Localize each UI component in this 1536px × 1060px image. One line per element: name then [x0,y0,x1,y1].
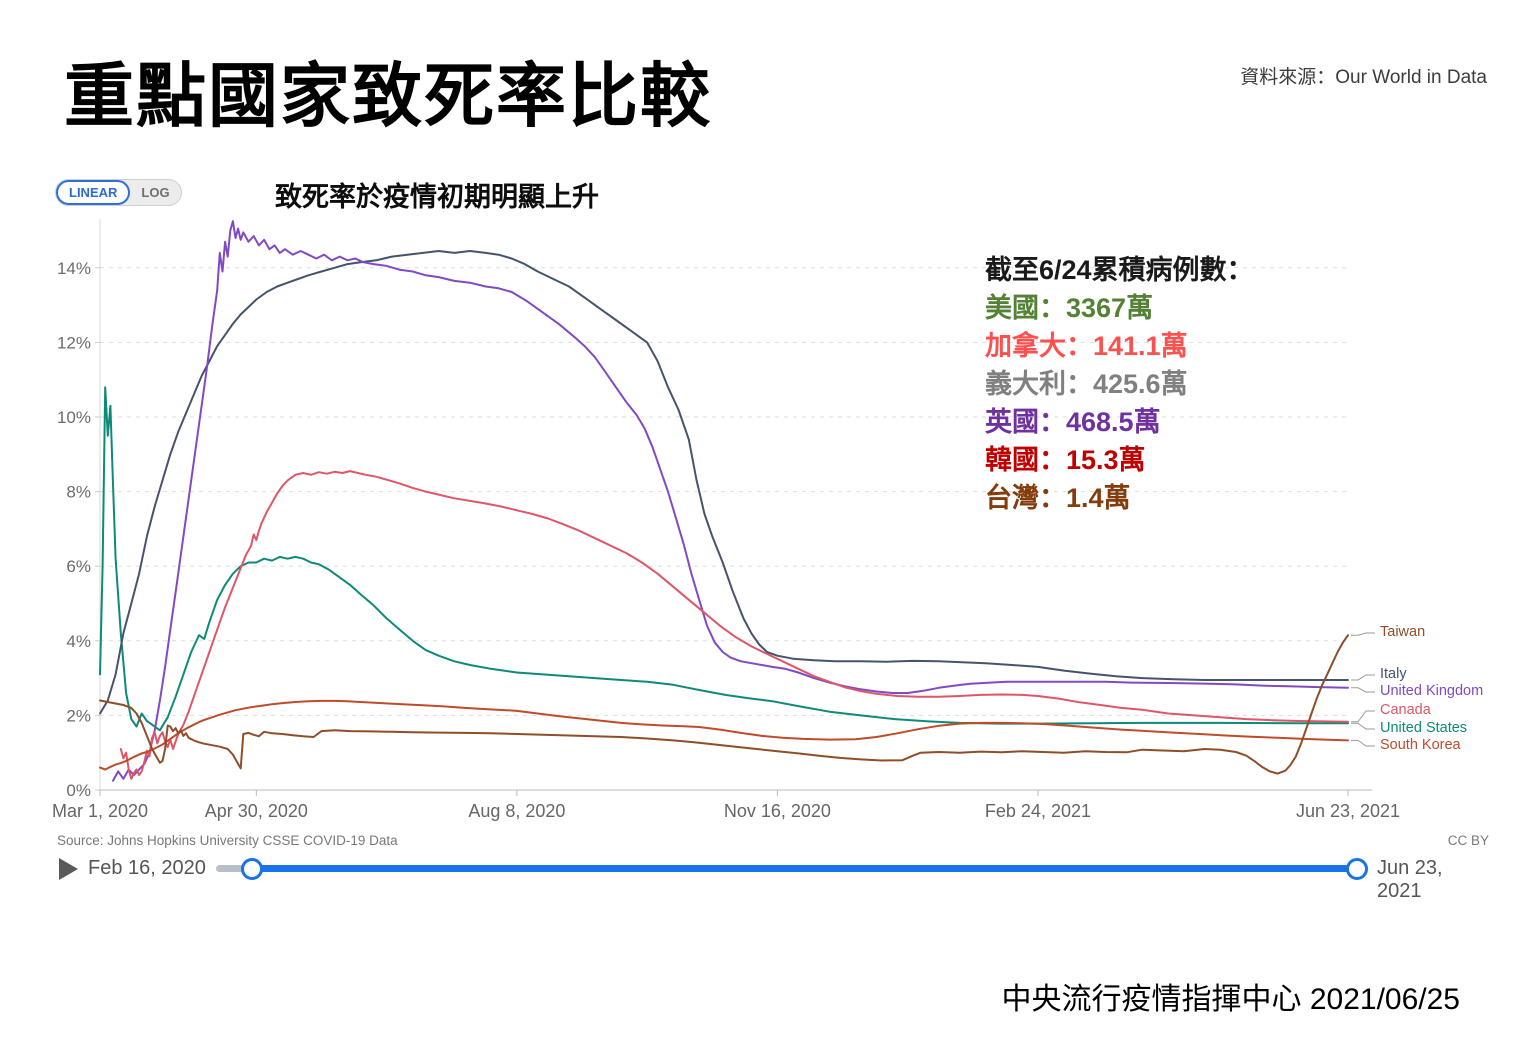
data-source-attribution: 資料來源：Our World in Data [1240,67,1487,88]
x-axis-tick-label: Mar 1, 2020 [52,801,148,821]
label-connector-taiwan [1351,632,1375,636]
line-united-states[interactable] [99,386,1349,732]
y-axis-tick-label: 14% [57,259,91,278]
y-axis-tick-label: 2% [66,706,91,725]
y-axis-tick-label: 4% [66,632,91,651]
annotation-line: 英國：468.5萬 [985,407,1161,437]
timeline-start-handle[interactable] [241,858,263,880]
series-label-united-states[interactable]: United States [1380,720,1468,736]
line-taiwan[interactable] [99,634,1349,775]
linear-scale-button[interactable]: LINEAR [56,180,131,205]
x-axis-tick-label: Jun 23, 2021 [1296,801,1400,821]
annotation-line: 加拿大：141.1萬 [985,331,1188,361]
label-connector-canada [1351,710,1375,723]
x-axis-tick-label: Aug 8, 2020 [468,801,565,821]
log-scale-button[interactable]: LOG [130,183,180,202]
page-title: 重點國家致死率比較 [64,57,712,135]
timeline-track-active[interactable] [250,865,1357,872]
annotation-line: 韓國：15.3萬 [985,445,1146,475]
label-connector-united-kingdom [1351,687,1375,693]
license-label: CC BY [1447,833,1489,848]
series-label-south-korea[interactable]: South Korea [1380,737,1461,753]
timeline-start-date: Feb 16, 2020 [88,857,206,879]
series-label-canada[interactable]: Canada [1380,702,1431,718]
line-canada[interactable] [119,470,1349,780]
footer-credit: 中央流行疫情指揮中心 2021/06/25 [1001,983,1460,1016]
annotation-line: 美國：3367萬 [985,293,1154,323]
scale-toggle: LINEAR LOG [55,179,182,206]
x-axis-tick-label: Nov 16, 2020 [724,801,831,821]
chart-source: Source: Johns Hopkins University CSSE CO… [57,833,398,848]
timeline-player: Feb 16, 2020 Jun 23, 2021 [57,853,1489,902]
play-icon[interactable] [59,858,78,880]
y-axis-tick-label: 0% [66,781,91,800]
y-axis-tick-label: 6% [66,557,91,576]
annotation-heading: 截至6/24累積病例數： [985,255,1254,285]
line-united-kingdom[interactable] [112,220,1349,782]
series-label-italy[interactable]: Italy [1380,666,1407,682]
line-south-korea[interactable] [99,699,1349,771]
y-axis-tick-label: 8% [66,483,91,502]
timeline-end-handle[interactable] [1346,858,1368,880]
annotation-line: 義大利：425.6萬 [985,369,1188,399]
cumulative-cases-annotation: 截至6/24累積病例數： 美國：3367萬加拿大：141.1萬 義大利：425.6萬… [985,251,1254,517]
label-connector-south-korea [1351,739,1375,747]
y-axis-tick-label: 12% [57,333,91,352]
timeline-end-date: Jun 23, 2021 [1377,857,1443,902]
y-axis-tick-label: 10% [57,408,91,427]
timeline-track-inactive[interactable] [216,865,252,872]
label-connector-italy [1351,674,1375,681]
annotation-line: 台灣：1.4萬 [985,483,1131,513]
x-axis-tick-label: Feb 24, 2021 [985,801,1091,821]
label-connector-united-states [1351,722,1375,730]
series-label-united-kingdom[interactable]: United Kingdom [1380,683,1484,699]
x-axis-tick-label: Apr 30, 2020 [205,801,308,821]
series-label-taiwan[interactable]: Taiwan [1380,624,1426,640]
chart-subtitle: 致死率於疫情初期明顯上升 [275,182,599,212]
